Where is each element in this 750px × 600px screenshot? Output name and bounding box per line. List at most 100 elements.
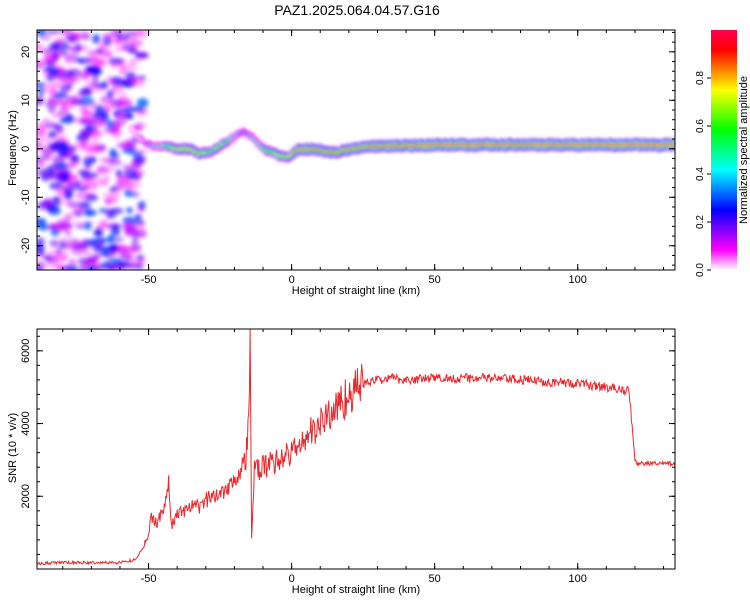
noise-blob (122, 146, 136, 154)
noise-blob (43, 118, 49, 123)
snr-y-axis-label: SNR (10 * v/v) (7, 413, 19, 483)
snr-x-tick-label: 50 (429, 573, 441, 585)
noise-blob (48, 107, 56, 113)
colorbar-tick-label: 0.8 (695, 71, 706, 85)
spectrogram-panel: -50 0 50 100 -20 -10 0 10 20 Height of straight … (7, 29, 676, 297)
noise-blob (100, 103, 113, 113)
noise-blob (108, 164, 117, 172)
spectrogram-x-tick-label: 0 (289, 274, 295, 286)
noise-blob (61, 172, 69, 183)
noise-blob (92, 131, 104, 137)
noise-blob (95, 179, 106, 186)
noise-blob (134, 149, 148, 154)
noise-blob (112, 260, 128, 269)
spectrogram-ticks: -50 0 50 100 -20 -10 0 10 20 (20, 30, 675, 286)
snr-x-tick-label: 0 (289, 573, 295, 585)
noise-blob (65, 180, 74, 186)
noise-blob (123, 36, 139, 43)
noise-blob (42, 170, 52, 180)
spectrogram-y-tick-label: -10 (20, 189, 32, 205)
noise-blob (95, 60, 107, 68)
noise-blob (38, 136, 52, 144)
noise-blob (66, 70, 74, 78)
noise-blob (124, 76, 136, 81)
colorbar-ticks: 0.0 0.2 0.4 0.6 0.8 (695, 71, 711, 277)
noise-blob (62, 30, 73, 34)
noise-blob (113, 112, 126, 119)
noise-blob (56, 218, 69, 227)
noise-blob (80, 101, 97, 107)
colorbar: 0.0 0.2 0.4 0.6 0.8 Normalized spectral ampl… (695, 30, 750, 277)
noise-blob (39, 35, 52, 41)
noise-blob (96, 224, 111, 230)
noise-blob (91, 241, 102, 252)
noise-blob (117, 90, 128, 99)
noise-blob (93, 57, 109, 62)
noise-blob (37, 224, 50, 231)
noise-blob (138, 202, 145, 212)
noise-blob (42, 47, 55, 56)
noise-blob (65, 114, 74, 120)
noise-blob (126, 207, 133, 214)
colorbar-gradient (711, 30, 737, 270)
noise-blob (107, 57, 124, 65)
noise-blob (116, 108, 132, 113)
snr-panel: -50 0 50 100 2000 4000 6000 Height of straight… (7, 328, 676, 596)
noise-blob (63, 57, 77, 65)
noise-blob (37, 82, 47, 88)
noise-blob (83, 209, 97, 217)
noise-blob (88, 83, 98, 89)
ridge-mark (671, 143, 675, 147)
colorbar-tick-label: 0.0 (695, 263, 706, 277)
noise-blob (57, 107, 70, 117)
noise-blob (109, 148, 117, 158)
noise-blob (116, 33, 124, 42)
noise-blob (110, 227, 121, 236)
noise-blob (132, 237, 139, 245)
noise-blob (58, 159, 68, 164)
noise-blob (37, 87, 45, 96)
noise-blob (114, 102, 125, 108)
spectrogram-x-tick-label: -50 (141, 274, 157, 286)
noise-blob (58, 151, 70, 157)
noise-blob (121, 164, 132, 170)
noise-blob (107, 159, 122, 166)
noise-blob (52, 196, 61, 202)
noise-blob (75, 191, 91, 200)
noise-blob (94, 105, 104, 112)
noise-blob (46, 205, 57, 212)
noise-blob (134, 219, 145, 226)
snr-frame (36, 328, 676, 570)
noise-blob (137, 224, 146, 235)
noise-blob (58, 265, 70, 270)
noise-region (37, 30, 150, 270)
spectral-ridge (128, 126, 675, 163)
noise-blob (89, 67, 103, 76)
noise-blob (90, 87, 107, 93)
noise-blob (37, 160, 46, 168)
noise-blob (63, 212, 79, 218)
noise-blob (76, 182, 88, 186)
noise-blob (83, 110, 92, 116)
noise-blob (126, 112, 134, 120)
noise-blob (110, 86, 118, 96)
noise-blob (84, 250, 92, 255)
noise-blob (113, 118, 127, 126)
noise-blob (82, 173, 94, 181)
noise-blob (80, 141, 88, 148)
noise-blob (45, 152, 57, 162)
noise-blob (107, 79, 118, 85)
noise-blob (95, 83, 108, 89)
noise-blob (103, 173, 110, 184)
noise-blob (47, 163, 60, 172)
noise-blob (71, 155, 78, 163)
noise-blob (87, 139, 100, 148)
noise-blob (104, 126, 118, 134)
noise-blob (60, 49, 68, 56)
noise-blob (37, 43, 44, 53)
noise-blob (97, 46, 112, 57)
snr-y-tick-label: 4000 (20, 411, 32, 435)
noise-blob (123, 138, 134, 148)
noise-blob (61, 86, 73, 93)
noise-blob (49, 86, 59, 96)
